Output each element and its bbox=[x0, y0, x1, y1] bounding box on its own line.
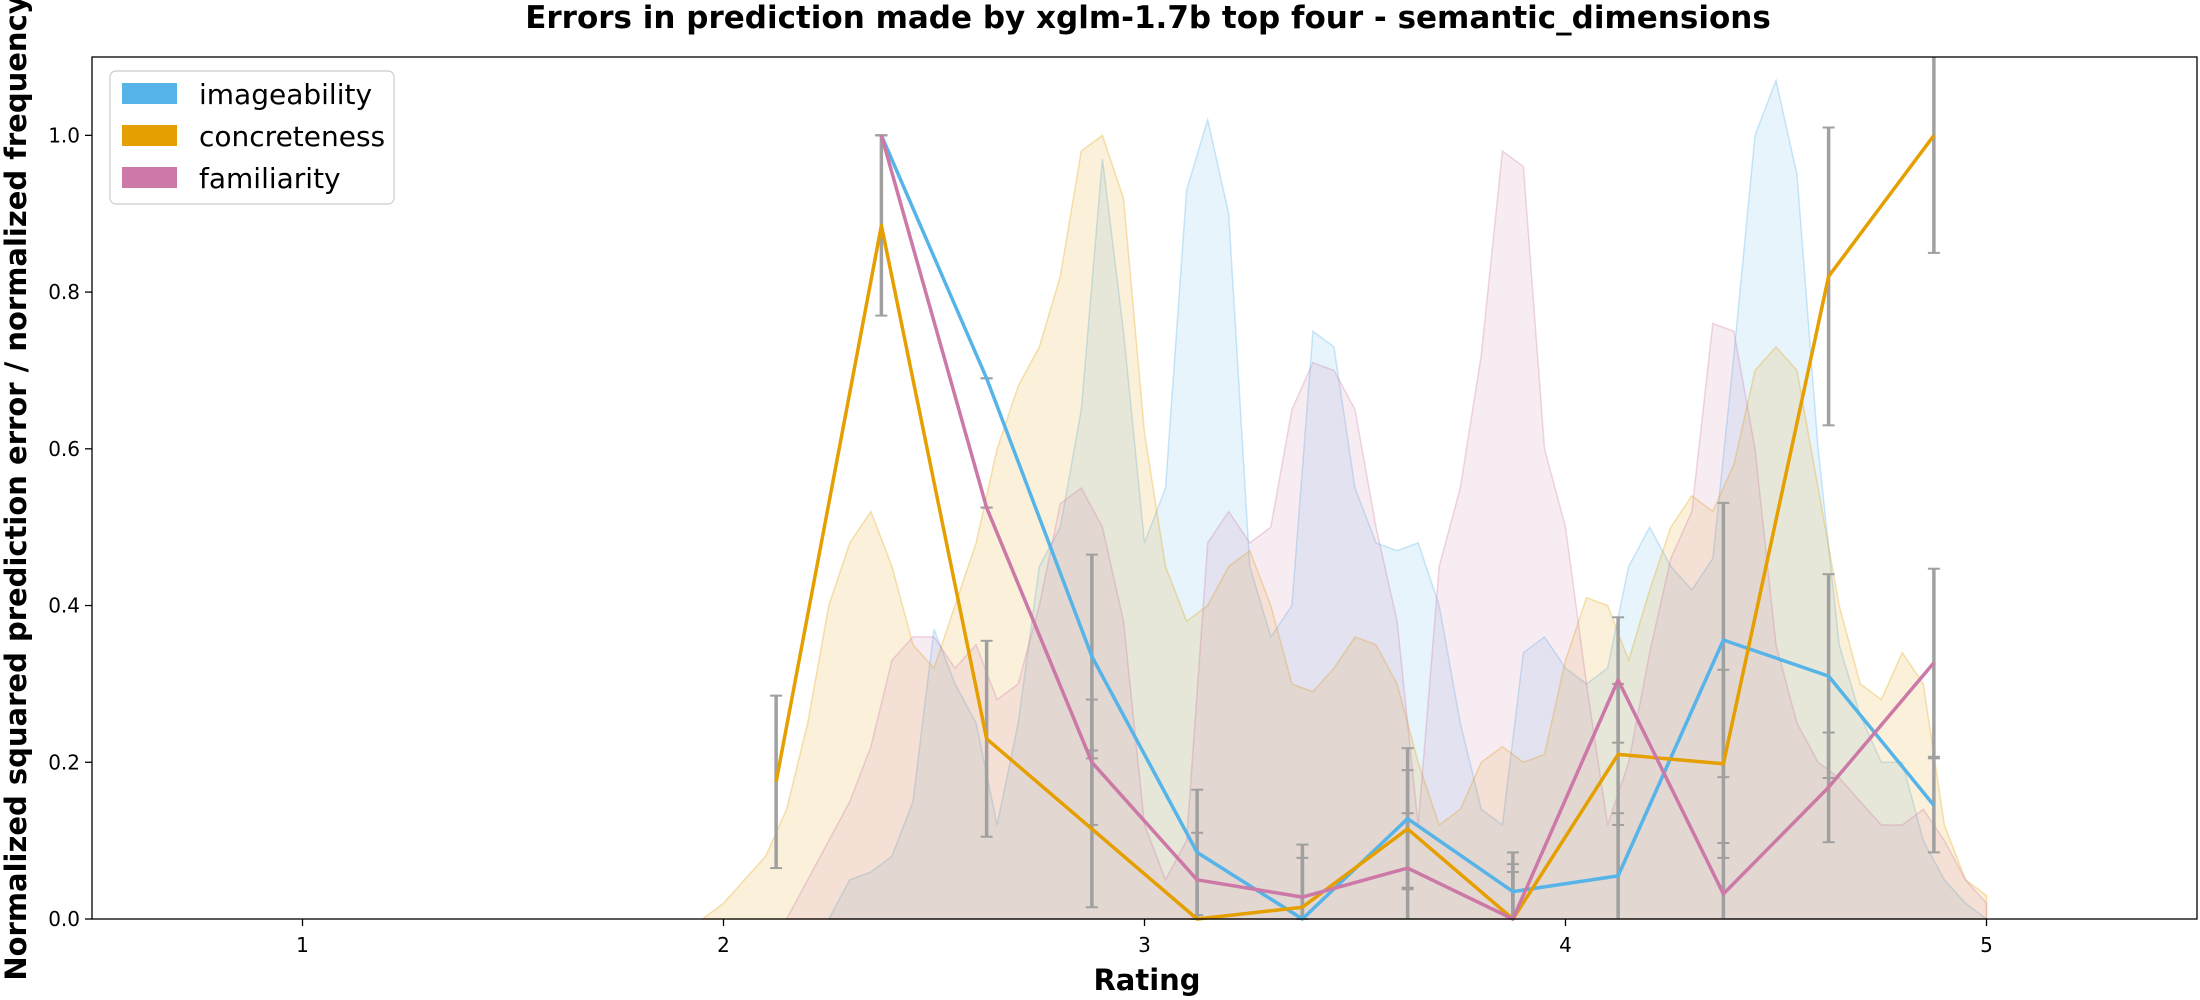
series-line-concreteness bbox=[774, 134, 1936, 921]
density-bands bbox=[700, 77, 1989, 920]
y-tick-label: 1.0 bbox=[48, 123, 80, 147]
y-tick-label: 0.0 bbox=[48, 907, 80, 931]
legend-swatch-familiarity bbox=[122, 167, 177, 188]
legend-frame bbox=[109, 70, 395, 205]
error-bar-concreteness bbox=[1927, 57, 1940, 254]
error-bar-familiarity bbox=[1191, 831, 1204, 919]
x-tick-label: 5 bbox=[1980, 933, 1993, 957]
y-axis-ticks: 0.0 0.2 0.4 0.6 0.8 1.0 bbox=[48, 123, 92, 931]
error-bar-familiarity bbox=[1717, 841, 1730, 919]
legend-swatch-imageability bbox=[122, 83, 177, 104]
density-band-concreteness bbox=[700, 134, 1988, 920]
legend-label-concreteness: concreteness bbox=[199, 120, 385, 153]
y-tick-label: 0.2 bbox=[48, 750, 80, 774]
legend: imageability concreteness familiarity bbox=[109, 70, 395, 205]
legend-label-familiarity: familiarity bbox=[199, 162, 341, 195]
chart-title: Errors in prediction made by xglm-1.7b t… bbox=[525, 0, 1771, 36]
x-tick-label: 2 bbox=[717, 933, 730, 957]
legend-swatch-concreteness bbox=[122, 125, 177, 146]
y-tick-label: 0.8 bbox=[48, 280, 80, 304]
series-line-imageability bbox=[879, 134, 1936, 921]
y-tick-label: 0.4 bbox=[48, 594, 80, 618]
density-band-familiarity bbox=[785, 149, 1988, 920]
y-axis-label: Normalized squared prediction error / no… bbox=[0, 0, 33, 981]
x-tick-label: 4 bbox=[1559, 933, 1572, 957]
x-axis-ticks: 1 2 3 4 5 bbox=[296, 919, 1993, 957]
error-bar-familiarity bbox=[1506, 870, 1519, 919]
error-bar-familiarity bbox=[1927, 567, 1940, 758]
x-axis-label: Rating bbox=[1093, 963, 1200, 997]
series-lines bbox=[774, 134, 1936, 921]
series-line-familiarity bbox=[879, 134, 1936, 921]
legend-label-imageability: imageability bbox=[199, 78, 372, 111]
x-tick-label: 3 bbox=[1138, 933, 1151, 957]
y-tick-label: 0.6 bbox=[48, 437, 80, 461]
x-tick-label: 1 bbox=[296, 933, 309, 957]
